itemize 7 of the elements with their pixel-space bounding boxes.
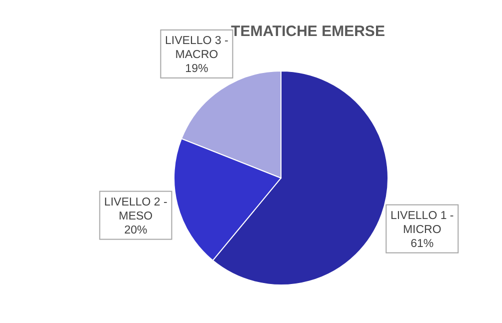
- slice-label: LIVELLO 3 - MACRO: [165, 34, 228, 61]
- data-label: 20%: [124, 224, 148, 236]
- slice-label: LIVELLO 2 - MESO: [104, 196, 168, 222]
- data-label: 19%: [185, 62, 208, 75]
- chart-title: TEMATICHE EMERSE: [231, 23, 385, 40]
- slice-label: LIVELLO 1 - MICRO: [390, 210, 454, 236]
- data-label: 61%: [410, 238, 434, 250]
